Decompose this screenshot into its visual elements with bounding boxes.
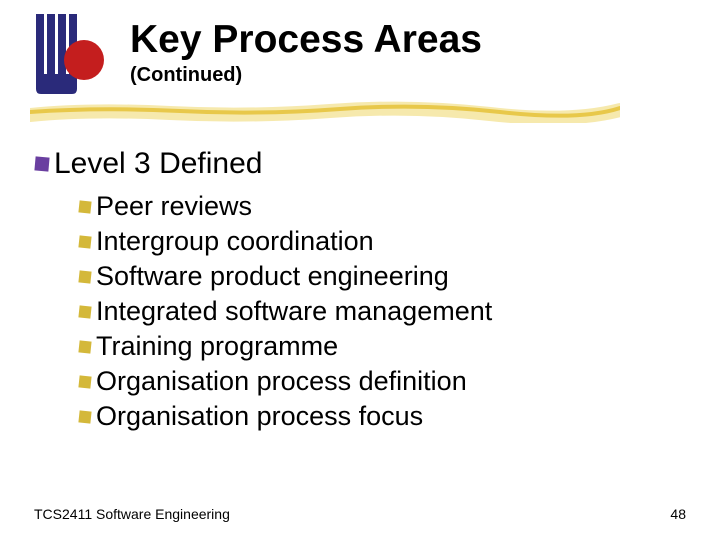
list-item: Training programme (78, 331, 720, 362)
item-bullet-icon (78, 410, 92, 424)
item-label: Organisation process definition (96, 366, 467, 397)
item-label: Peer reviews (96, 191, 252, 222)
slide-subtitle: (Continued) (130, 64, 720, 87)
section-heading: Level 3 Defined (34, 147, 720, 181)
item-label: Organisation process focus (96, 401, 423, 432)
list-item: Organisation process definition (78, 366, 720, 397)
item-bullet-icon (78, 200, 92, 214)
footer-page-number: 48 (670, 506, 686, 522)
list-item: Peer reviews (78, 191, 720, 222)
slide-header: Key Process Areas (Continued) (0, 0, 720, 123)
list-item: Integrated software management (78, 296, 720, 327)
logo (34, 14, 114, 94)
title-block: Key Process Areas (Continued) (130, 18, 720, 87)
item-bullet-icon (78, 305, 92, 319)
section-bullet-icon (34, 156, 50, 172)
item-bullet-icon (78, 375, 92, 389)
item-bullet-icon (78, 235, 92, 249)
item-list: Peer reviews Intergroup coordination Sof… (78, 191, 720, 432)
item-label: Intergroup coordination (96, 226, 374, 257)
item-bullet-icon (78, 270, 92, 284)
item-label: Software product engineering (96, 261, 449, 292)
title-underline (30, 101, 620, 123)
footer-course: TCS2411 Software Engineering (34, 506, 230, 522)
slide-footer: TCS2411 Software Engineering 48 (34, 506, 686, 522)
item-label: Integrated software management (96, 296, 492, 327)
section-label: Level 3 Defined (54, 147, 262, 181)
slide-title: Key Process Areas (130, 18, 720, 62)
list-item: Software product engineering (78, 261, 720, 292)
item-bullet-icon (78, 340, 92, 354)
list-item: Intergroup coordination (78, 226, 720, 257)
slide-content: Level 3 Defined Peer reviews Intergroup … (34, 147, 720, 432)
list-item: Organisation process focus (78, 401, 720, 432)
item-label: Training programme (96, 331, 338, 362)
